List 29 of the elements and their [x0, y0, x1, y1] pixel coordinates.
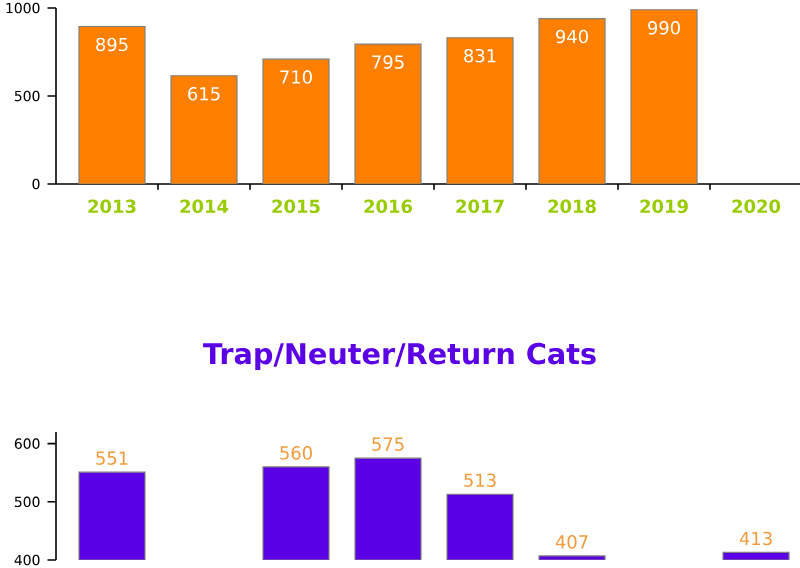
x-tick-label: 2015	[272, 199, 320, 214]
data-label: 560	[280, 446, 312, 460]
data-label: 615	[188, 86, 220, 101]
x-tick-label: 2020	[732, 199, 781, 214]
data-label: 513	[464, 473, 496, 488]
bar	[78, 25, 146, 184]
data-label: 990	[648, 20, 680, 35]
data-label: 895	[96, 37, 128, 52]
data-label: 940	[556, 29, 588, 44]
data-label: 831	[464, 48, 496, 63]
bar	[630, 9, 698, 184]
x-tick-label: 2014	[180, 199, 229, 214]
data-label: 551	[96, 451, 128, 465]
bar	[170, 75, 238, 184]
data-label: 710	[280, 70, 312, 84]
data-label: 407	[555, 535, 588, 549]
x-tick-label: 2013	[88, 199, 136, 214]
chart-title: Trap/Neuter/Return Cats	[203, 342, 596, 371]
x-tick-label: 2018	[548, 199, 596, 214]
data-label: 575	[372, 437, 404, 451]
data-label: 413	[739, 531, 772, 546]
x-tick-label: 2019	[640, 199, 688, 214]
data-label: 795	[372, 55, 404, 69]
bar	[354, 43, 422, 184]
bar	[262, 58, 330, 184]
bar	[538, 17, 606, 184]
x-tick-label: 2017	[456, 199, 504, 214]
x-tick-label: 2016	[364, 199, 413, 214]
bar	[446, 37, 514, 184]
